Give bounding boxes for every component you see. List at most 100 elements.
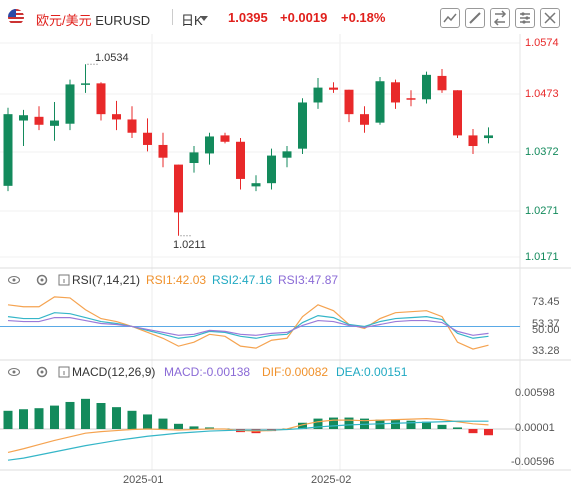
- indicator-tool-button[interactable]: [440, 8, 460, 28]
- rsi-line: [7, 317, 489, 336]
- arrows-icon: [493, 10, 507, 26]
- rsi2-value: RSI2:47.16: [212, 273, 273, 287]
- macd-axis-label: 0.00001: [515, 422, 555, 434]
- candle-body: [96, 83, 106, 115]
- candle-body: [406, 98, 416, 100]
- macd-histogram-bar: [313, 418, 323, 429]
- rsi-line: [7, 296, 489, 350]
- dif-value: DIF:0.00082: [262, 365, 329, 379]
- macd-histogram-bar: [422, 421, 431, 429]
- candle-body: [251, 183, 261, 187]
- macd-histogram-bar: [19, 409, 28, 429]
- eye-icon[interactable]: [8, 366, 20, 378]
- candle-body: [112, 114, 121, 120]
- sliders-icon: [520, 12, 530, 24]
- macd-histogram-bar: [158, 418, 168, 429]
- macd-histogram-bar: [189, 426, 199, 429]
- candle-body: [422, 74, 431, 100]
- candle-body: [189, 152, 199, 164]
- macd-histogram-bar: [65, 401, 75, 429]
- fullscreen-tool-button[interactable]: [540, 8, 560, 28]
- last-price: 1.0395: [228, 10, 268, 25]
- candle-body: [484, 135, 493, 139]
- rsi-title: RSI(7,14,21): [72, 273, 141, 287]
- macd-histogram-bar: [406, 420, 416, 429]
- x-axis-label: 2025-01: [123, 474, 164, 486]
- macd-histogram-bar: [298, 422, 307, 429]
- candle-body: [19, 115, 28, 121]
- expand-icon: [544, 12, 556, 24]
- candle-body: [205, 136, 214, 154]
- settings-tool-button[interactable]: [515, 8, 535, 28]
- candle-body: [437, 75, 447, 91]
- macd-histogram-bar: [329, 417, 338, 429]
- high-annotation: 1.0534: [95, 52, 129, 64]
- price-axis-label: 1.0372: [525, 146, 559, 158]
- candle-body: [143, 132, 152, 145]
- macd-histogram-bar: [50, 405, 59, 429]
- price-change-pct: +0.18%: [341, 10, 386, 25]
- macd-histogram-bar: [143, 414, 152, 429]
- rsi-axis-label: 53.37: [532, 318, 560, 330]
- candle-body: [329, 87, 338, 90]
- candle-body: [158, 144, 168, 158]
- candle-body: [344, 89, 354, 115]
- rsi3-value: RSI3:47.87: [278, 273, 339, 287]
- candle-body: [34, 116, 44, 125]
- macd-value: MACD:-0.00138: [164, 365, 251, 379]
- macd-histogram-bar: [484, 429, 493, 436]
- macd-histogram-bar: [437, 424, 447, 429]
- candle-body: [174, 164, 183, 213]
- candle-body: [65, 84, 75, 124]
- price-change: +0.0019: [280, 10, 328, 25]
- price-axis-label: 1.0171: [525, 251, 559, 263]
- dif-line: [7, 417, 489, 453]
- gear-icon[interactable]: [36, 274, 48, 286]
- symbol-label[interactable]: 欧元/美元 EURUSD: [36, 13, 151, 28]
- timeframe-selector[interactable]: 日K: [181, 13, 203, 28]
- chevron-down-icon[interactable]: [200, 16, 208, 21]
- macd-histogram-bar: [3, 410, 13, 429]
- candle-body: [391, 82, 400, 103]
- candle-body: [50, 120, 59, 126]
- pencil-icon: [469, 12, 481, 24]
- x-axis-label: 2025-02: [311, 474, 352, 486]
- macd-histogram-bar: [174, 423, 183, 429]
- rsi-axis-label: 50.00: [532, 324, 560, 336]
- info-icon[interactable]: [58, 274, 70, 286]
- price-axis-label: 1.0271: [525, 205, 559, 217]
- macd-title: MACD(12,26,9): [72, 365, 156, 379]
- rsi1-value: RSI1:42.03: [146, 273, 207, 287]
- candle-body: [313, 87, 323, 103]
- macd-histogram-bar: [81, 398, 90, 429]
- candle-body: [267, 155, 276, 184]
- candle-body: [81, 83, 90, 85]
- candle-body: [127, 119, 137, 133]
- macd-histogram-bar: [344, 417, 354, 429]
- candle-body: [453, 90, 462, 136]
- macd-histogram-bar: [96, 403, 106, 429]
- candle-body: [468, 135, 478, 147]
- eu-us-flag-icon: [8, 9, 24, 25]
- eye-icon[interactable]: [8, 274, 20, 286]
- macd-histogram-bar: [391, 419, 400, 429]
- info-icon[interactable]: [58, 366, 70, 378]
- dea-line: [7, 420, 489, 461]
- candle-body: [220, 135, 230, 142]
- macd-histogram-bar: [34, 408, 44, 429]
- gear-icon[interactable]: [36, 366, 48, 378]
- macd-axis-label: 0.00598: [515, 387, 555, 399]
- compare-tool-button[interactable]: [490, 8, 510, 28]
- price-axis-label: 1.0574: [525, 37, 559, 49]
- rsi-axis-label: 73.45: [532, 296, 560, 308]
- candle-body: [298, 102, 307, 149]
- candle-body: [360, 114, 369, 125]
- rsi-line: [7, 312, 489, 339]
- trend-icon: [443, 13, 457, 23]
- macd-histogram-bar: [205, 427, 214, 429]
- draw-tool-button[interactable]: [465, 8, 485, 28]
- macd-histogram-bar: [127, 410, 137, 429]
- low-annotation: 1.0211: [173, 239, 206, 251]
- candle-body: [236, 141, 245, 179]
